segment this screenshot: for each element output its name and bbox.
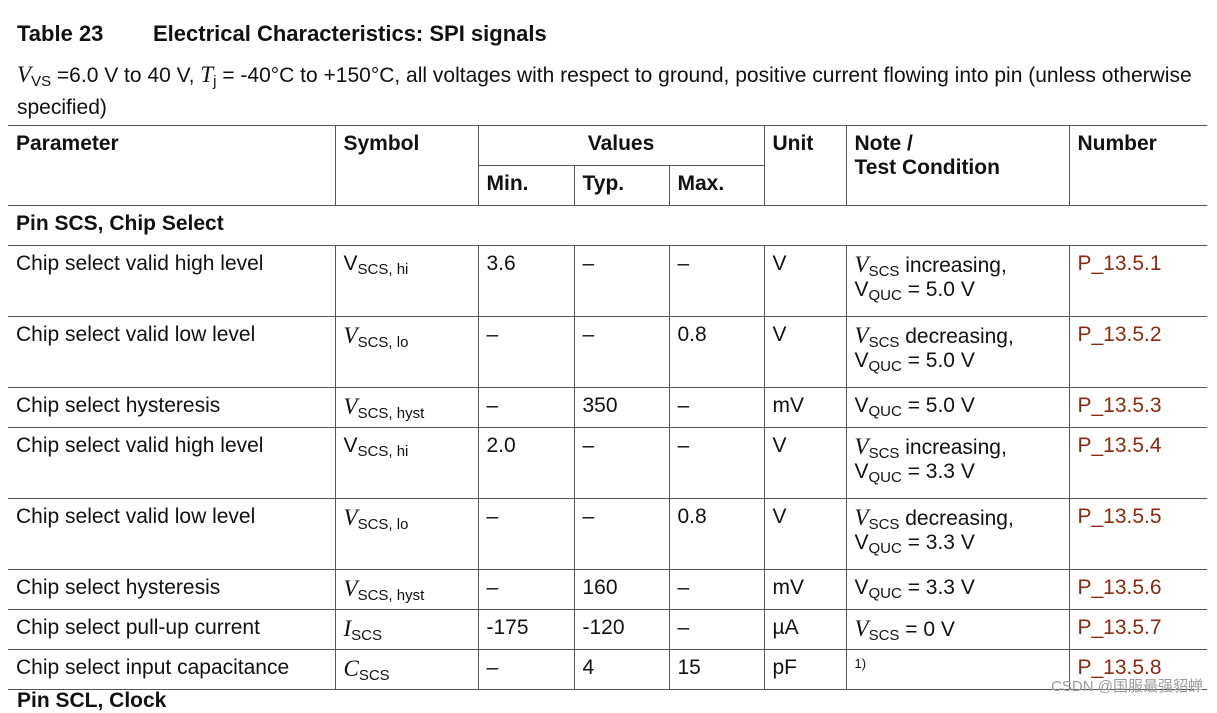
table-row: Chip select hysteresis VSCS, hyst – 350 … — [8, 387, 1207, 428]
header-min: Min. — [477, 165, 574, 206]
table-row: Chip select valid low level VSCS, lo – –… — [8, 316, 1207, 388]
table-title: Electrical Characteristics: SPI signals — [153, 21, 547, 46]
table-caption: Table 23 Electrical Characteristics: SPI … — [17, 21, 547, 47]
table-label: Table 23 — [17, 21, 104, 46]
header-unit: Unit — [763, 125, 846, 206]
header-note: Note / Test Condition — [845, 125, 1069, 206]
table-row: Chip select valid high level VSCS, hi 2.… — [8, 427, 1207, 499]
watermark: CSDN @国服最强貂蝉 — [1051, 678, 1203, 695]
header-max: Max. — [668, 165, 764, 206]
header-values: Values — [477, 125, 764, 166]
section-title: Pin SCS, Chip Select — [8, 205, 1207, 246]
footnote-ref: 1) — [854, 656, 867, 671]
section-title-partial: Pin SCL, Clock — [17, 689, 167, 712]
header-parameter: Parameter — [8, 125, 335, 206]
table-conditions: VVS =6.0 V to 40 V, Tj = -40°C to +150°C… — [17, 62, 1192, 119]
header-symbol: Symbol — [334, 125, 478, 206]
table-row: Chip select valid low level VSCS, lo – –… — [8, 498, 1207, 570]
header-number: Number — [1068, 125, 1207, 206]
spi-characteristics-table: Parameter Symbol Values Unit Note / Test … — [8, 125, 1207, 690]
table-row: Chip select hysteresis VSCS, hyst – 160 … — [8, 569, 1207, 610]
table-row: Chip select valid high level VSCS, hi 3.… — [8, 245, 1207, 317]
table-row: Chip select input capacitance CSCS – 4 1… — [8, 649, 1207, 690]
header-typ: Typ. — [573, 165, 669, 206]
table-row: Chip select pull-up current ISCS -175 -1… — [8, 609, 1207, 650]
